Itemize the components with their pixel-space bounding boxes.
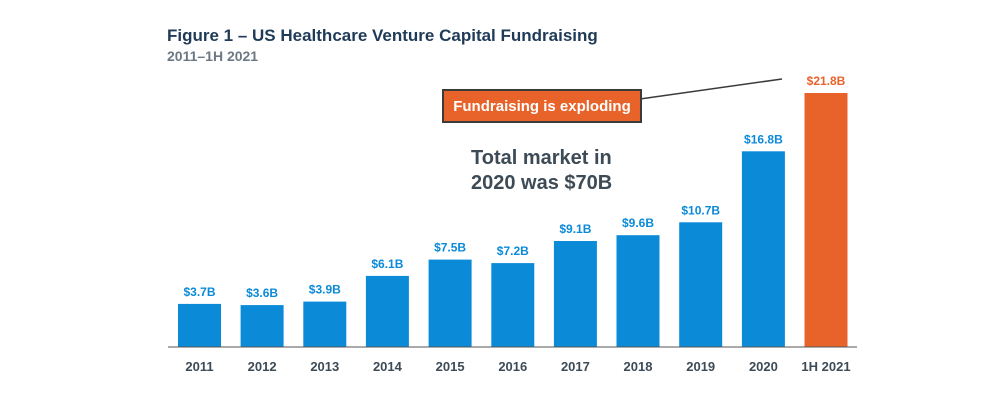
bar-2019 [679, 222, 723, 347]
x-tick-label: 2020 [749, 359, 778, 374]
value-label: $7.2B [497, 244, 529, 258]
x-tick-label: 2011 [185, 359, 213, 374]
bar-1h-2021 [804, 93, 848, 347]
value-label: $9.6B [622, 216, 654, 230]
x-tick-label: 2018 [624, 359, 653, 374]
bar-2020 [741, 151, 785, 347]
x-tick-label: 2012 [248, 359, 277, 374]
callout-pointer [639, 78, 783, 100]
bar-2013 [303, 301, 347, 347]
x-tick-label: 2017 [561, 359, 590, 374]
annotation-line-1: Total market in [471, 147, 612, 169]
annotation-line-2: 2020 was $70B [471, 172, 613, 194]
value-label: $21.8B [807, 74, 846, 88]
x-tick-labels-group: 2011 2012 2013 2014 2015 2016 2017 2018 2019 2020… [185, 359, 850, 374]
value-labels-group: $3.7B $3.6B $3.9B $6.1B $7.5B $7.2B $9.1B $9.6B… [183, 74, 845, 300]
value-label: $16.8B [744, 132, 783, 146]
x-tick-label: 2015 [436, 359, 465, 374]
bar-2015 [428, 259, 472, 347]
value-label: $6.1B [371, 257, 403, 271]
x-tick-label: 1H 2021 [801, 359, 850, 374]
bar-2011 [178, 303, 221, 347]
bar-2012 [240, 305, 284, 347]
x-tick-label: 2019 [686, 359, 715, 374]
value-label: $3.6B [246, 286, 278, 300]
x-tick-label: 2014 [373, 359, 403, 374]
bar-2018 [616, 235, 660, 347]
callout-box: Fundraising is exploding [442, 89, 642, 123]
chart-title: Figure 1 – US Healthcare Venture Capital… [167, 26, 598, 45]
bar-2016 [491, 263, 535, 347]
value-label: $3.9B [309, 283, 341, 297]
value-label: $7.5B [434, 241, 466, 255]
chart-subtitle: 2011–1H 2021 [167, 48, 259, 64]
bar-2017 [553, 241, 597, 347]
bars-group [178, 93, 848, 347]
x-tick-label: 2016 [498, 359, 527, 374]
bar-2014 [365, 275, 409, 347]
annotation-text: Total market in 2020 was $70B [471, 146, 612, 196]
value-label: $9.1B [559, 222, 591, 236]
value-label: $10.7B [681, 203, 720, 217]
value-label: $3.7B [183, 285, 215, 299]
x-tick-label: 2013 [310, 359, 339, 374]
